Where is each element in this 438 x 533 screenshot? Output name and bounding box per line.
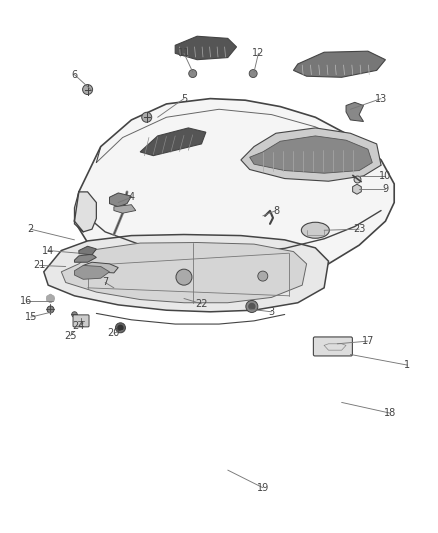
Text: 15: 15 bbox=[25, 312, 37, 322]
Text: 11: 11 bbox=[178, 49, 190, 58]
Polygon shape bbox=[44, 235, 328, 312]
Polygon shape bbox=[74, 192, 96, 232]
Text: 1: 1 bbox=[404, 360, 410, 370]
Text: 24: 24 bbox=[73, 321, 85, 331]
Polygon shape bbox=[74, 254, 96, 262]
Circle shape bbox=[246, 301, 258, 312]
Text: 8: 8 bbox=[273, 206, 279, 215]
Polygon shape bbox=[61, 243, 307, 303]
Text: 19: 19 bbox=[257, 483, 269, 492]
Circle shape bbox=[142, 112, 152, 122]
Polygon shape bbox=[241, 128, 381, 181]
Text: 23: 23 bbox=[353, 224, 365, 234]
Text: 7: 7 bbox=[102, 278, 108, 287]
Polygon shape bbox=[74, 265, 110, 279]
Ellipse shape bbox=[301, 222, 329, 238]
Circle shape bbox=[189, 69, 197, 78]
Text: 20: 20 bbox=[108, 328, 120, 338]
Text: 3: 3 bbox=[268, 307, 275, 317]
Polygon shape bbox=[175, 36, 237, 60]
Polygon shape bbox=[114, 205, 136, 213]
Text: 14: 14 bbox=[42, 246, 54, 255]
Circle shape bbox=[176, 269, 192, 285]
Polygon shape bbox=[293, 51, 385, 77]
Circle shape bbox=[118, 325, 123, 330]
FancyBboxPatch shape bbox=[73, 315, 89, 327]
Circle shape bbox=[249, 69, 257, 78]
Polygon shape bbox=[140, 128, 206, 156]
Polygon shape bbox=[250, 136, 372, 173]
Text: 9: 9 bbox=[382, 184, 389, 194]
Polygon shape bbox=[74, 99, 394, 285]
Polygon shape bbox=[79, 246, 96, 255]
Circle shape bbox=[116, 323, 125, 333]
Text: 10: 10 bbox=[379, 171, 392, 181]
Text: 17: 17 bbox=[362, 336, 374, 346]
Text: 21: 21 bbox=[33, 261, 46, 270]
Text: 22: 22 bbox=[195, 299, 208, 309]
Text: 4: 4 bbox=[128, 192, 134, 202]
Polygon shape bbox=[346, 102, 364, 122]
Text: 25: 25 bbox=[64, 331, 76, 341]
FancyBboxPatch shape bbox=[313, 337, 353, 356]
Polygon shape bbox=[110, 193, 131, 207]
Text: 2: 2 bbox=[28, 224, 34, 234]
Circle shape bbox=[249, 303, 255, 310]
Text: 16: 16 bbox=[20, 296, 32, 306]
Text: 5: 5 bbox=[181, 94, 187, 103]
Text: 13: 13 bbox=[375, 94, 387, 103]
Circle shape bbox=[83, 85, 92, 94]
Polygon shape bbox=[83, 262, 118, 273]
Text: 12: 12 bbox=[252, 49, 265, 58]
Circle shape bbox=[258, 271, 268, 281]
Text: 6: 6 bbox=[71, 70, 78, 79]
Text: 18: 18 bbox=[384, 408, 396, 418]
